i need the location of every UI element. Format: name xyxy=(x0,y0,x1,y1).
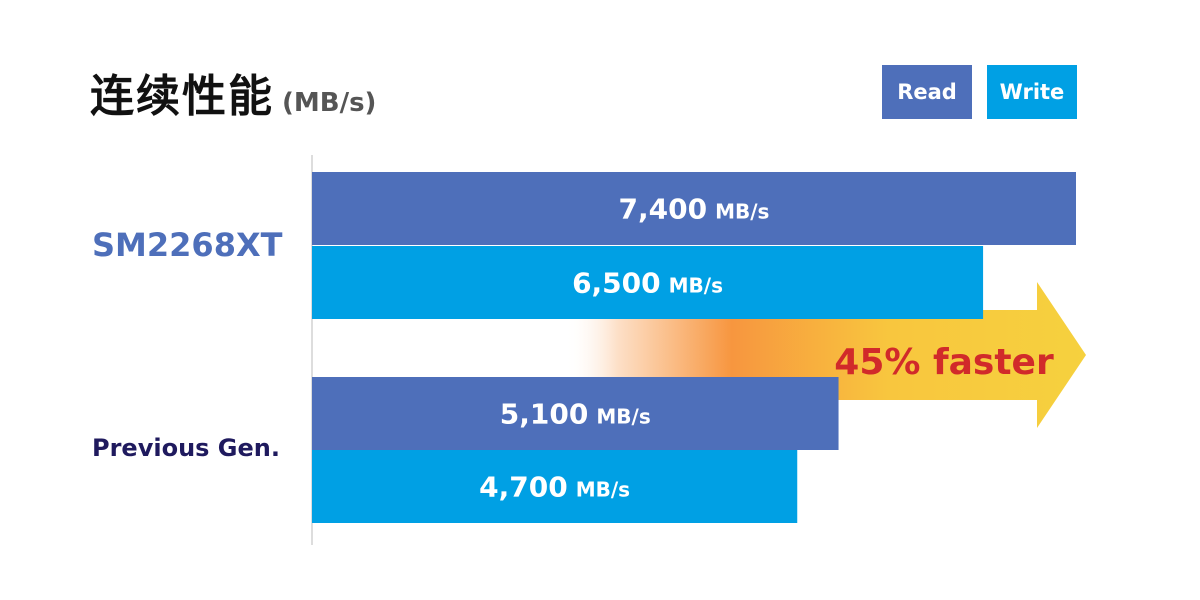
legend-write[interactable]: Write xyxy=(987,65,1077,119)
bar-read-sm2268xt xyxy=(312,172,1076,245)
chart-title: 连续性能 (MB/s) xyxy=(90,60,377,122)
data-label-write-sm2268xt: 6,500 MB/s xyxy=(572,267,723,300)
bar-read-previous-gen xyxy=(312,377,839,450)
data-label-read-sm2268xt: 7,400 MB/s xyxy=(619,193,770,226)
data-label-write-previous-gen: 4,700 MB/s xyxy=(479,471,630,504)
chart-title-text: 连续性能 xyxy=(90,71,274,122)
legend-read[interactable]: Read xyxy=(882,65,972,119)
bar-write-sm2268xt xyxy=(312,246,984,319)
callout-text: 45% faster xyxy=(834,342,1054,383)
chart-title-unit: (MB/s) xyxy=(282,88,377,118)
bar-write-previous-gen xyxy=(312,450,798,523)
category-label-sm2268xt: SM2268XT xyxy=(92,226,283,264)
category-label-previous-gen: Previous Gen. xyxy=(92,434,280,462)
data-label-read-previous-gen: 5,100 MB/s xyxy=(500,398,651,431)
